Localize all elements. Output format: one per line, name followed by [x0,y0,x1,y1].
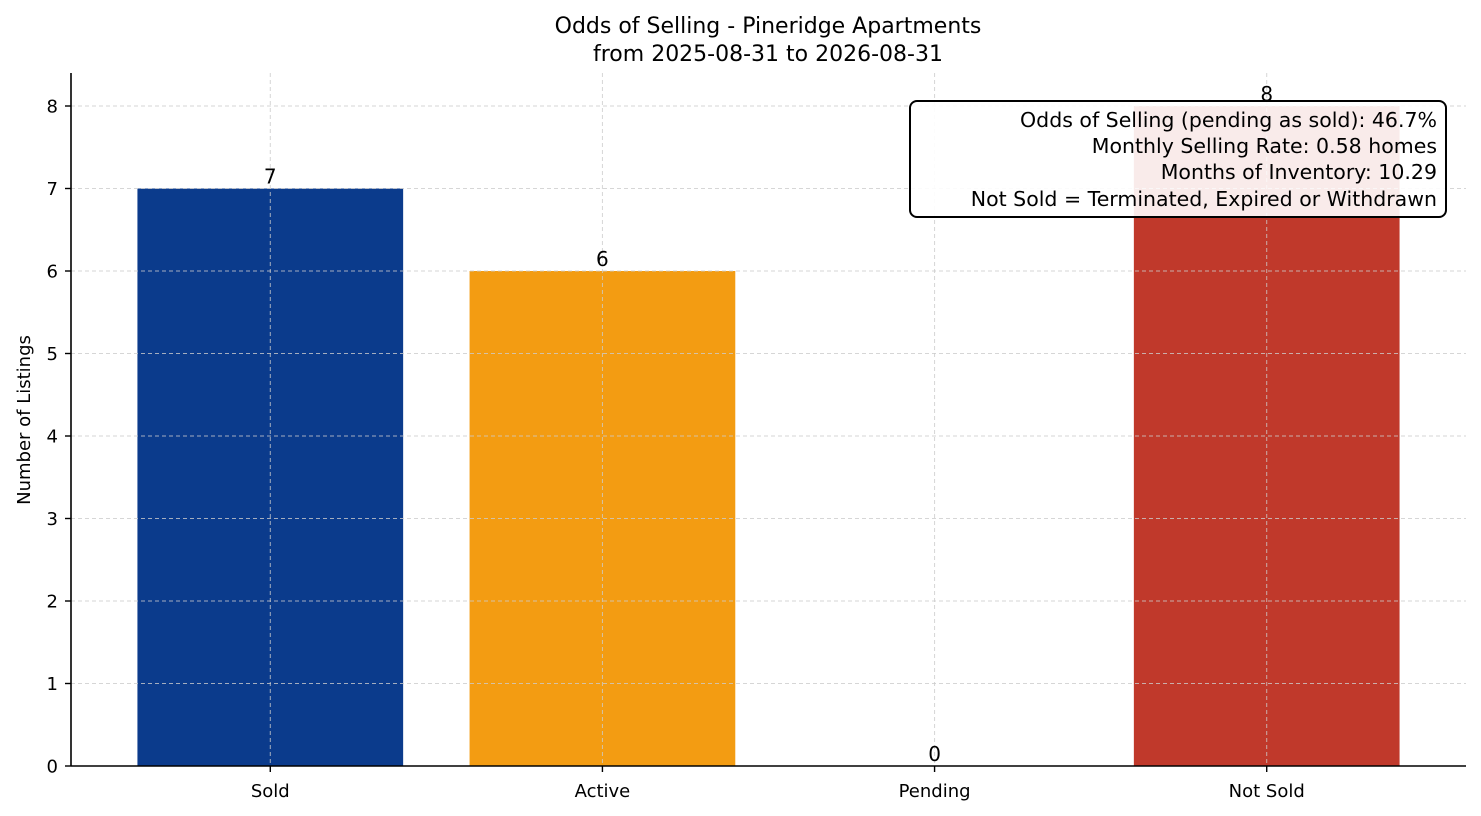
annotation-frame [909,100,1447,218]
bar-value-label: 0 [928,742,941,766]
bar-value-label: 6 [596,247,609,271]
y-tick-label: 1 [47,674,58,695]
y-tick-label: 5 [47,344,58,365]
bar-sold [137,188,404,766]
axes [65,73,1466,772]
annotation-selling-rate: Monthly Selling Rate: 0.58 homes [1092,134,1437,158]
y-tick-label: 6 [47,262,58,283]
annotation-months-inventory: Months of Inventory: 10.29 [1161,160,1437,184]
y-tick-label: 4 [47,427,58,448]
y-tick-label: 7 [47,179,58,200]
annotation-odds: Odds of Selling (pending as sold): 46.7% [1020,108,1437,132]
annotation-not-sold-definition: Not Sold = Terminated, Expired or Withdr… [971,187,1437,211]
x-tick-label: Pending [899,781,971,802]
y-tick-label: 2 [47,592,58,613]
chart-subtitle: from 2025-08-31 to 2026-08-31 [593,42,943,67]
x-tick-label: Active [575,781,631,802]
x-tick-label: Not Sold [1229,781,1305,802]
annotation-box: Odds of Selling (pending as sold): 46.7%… [909,100,1447,218]
y-tick-label: 0 [47,757,58,778]
x-tick-label: Sold [251,781,290,802]
y-axis-label: Number of Listings [14,335,35,505]
y-tick-label: 3 [47,509,58,530]
y-tick-label: 8 [47,97,58,118]
bar-value-label: 7 [264,165,277,189]
chart-title: Odds of Selling - Pineridge Apartments [555,14,982,39]
